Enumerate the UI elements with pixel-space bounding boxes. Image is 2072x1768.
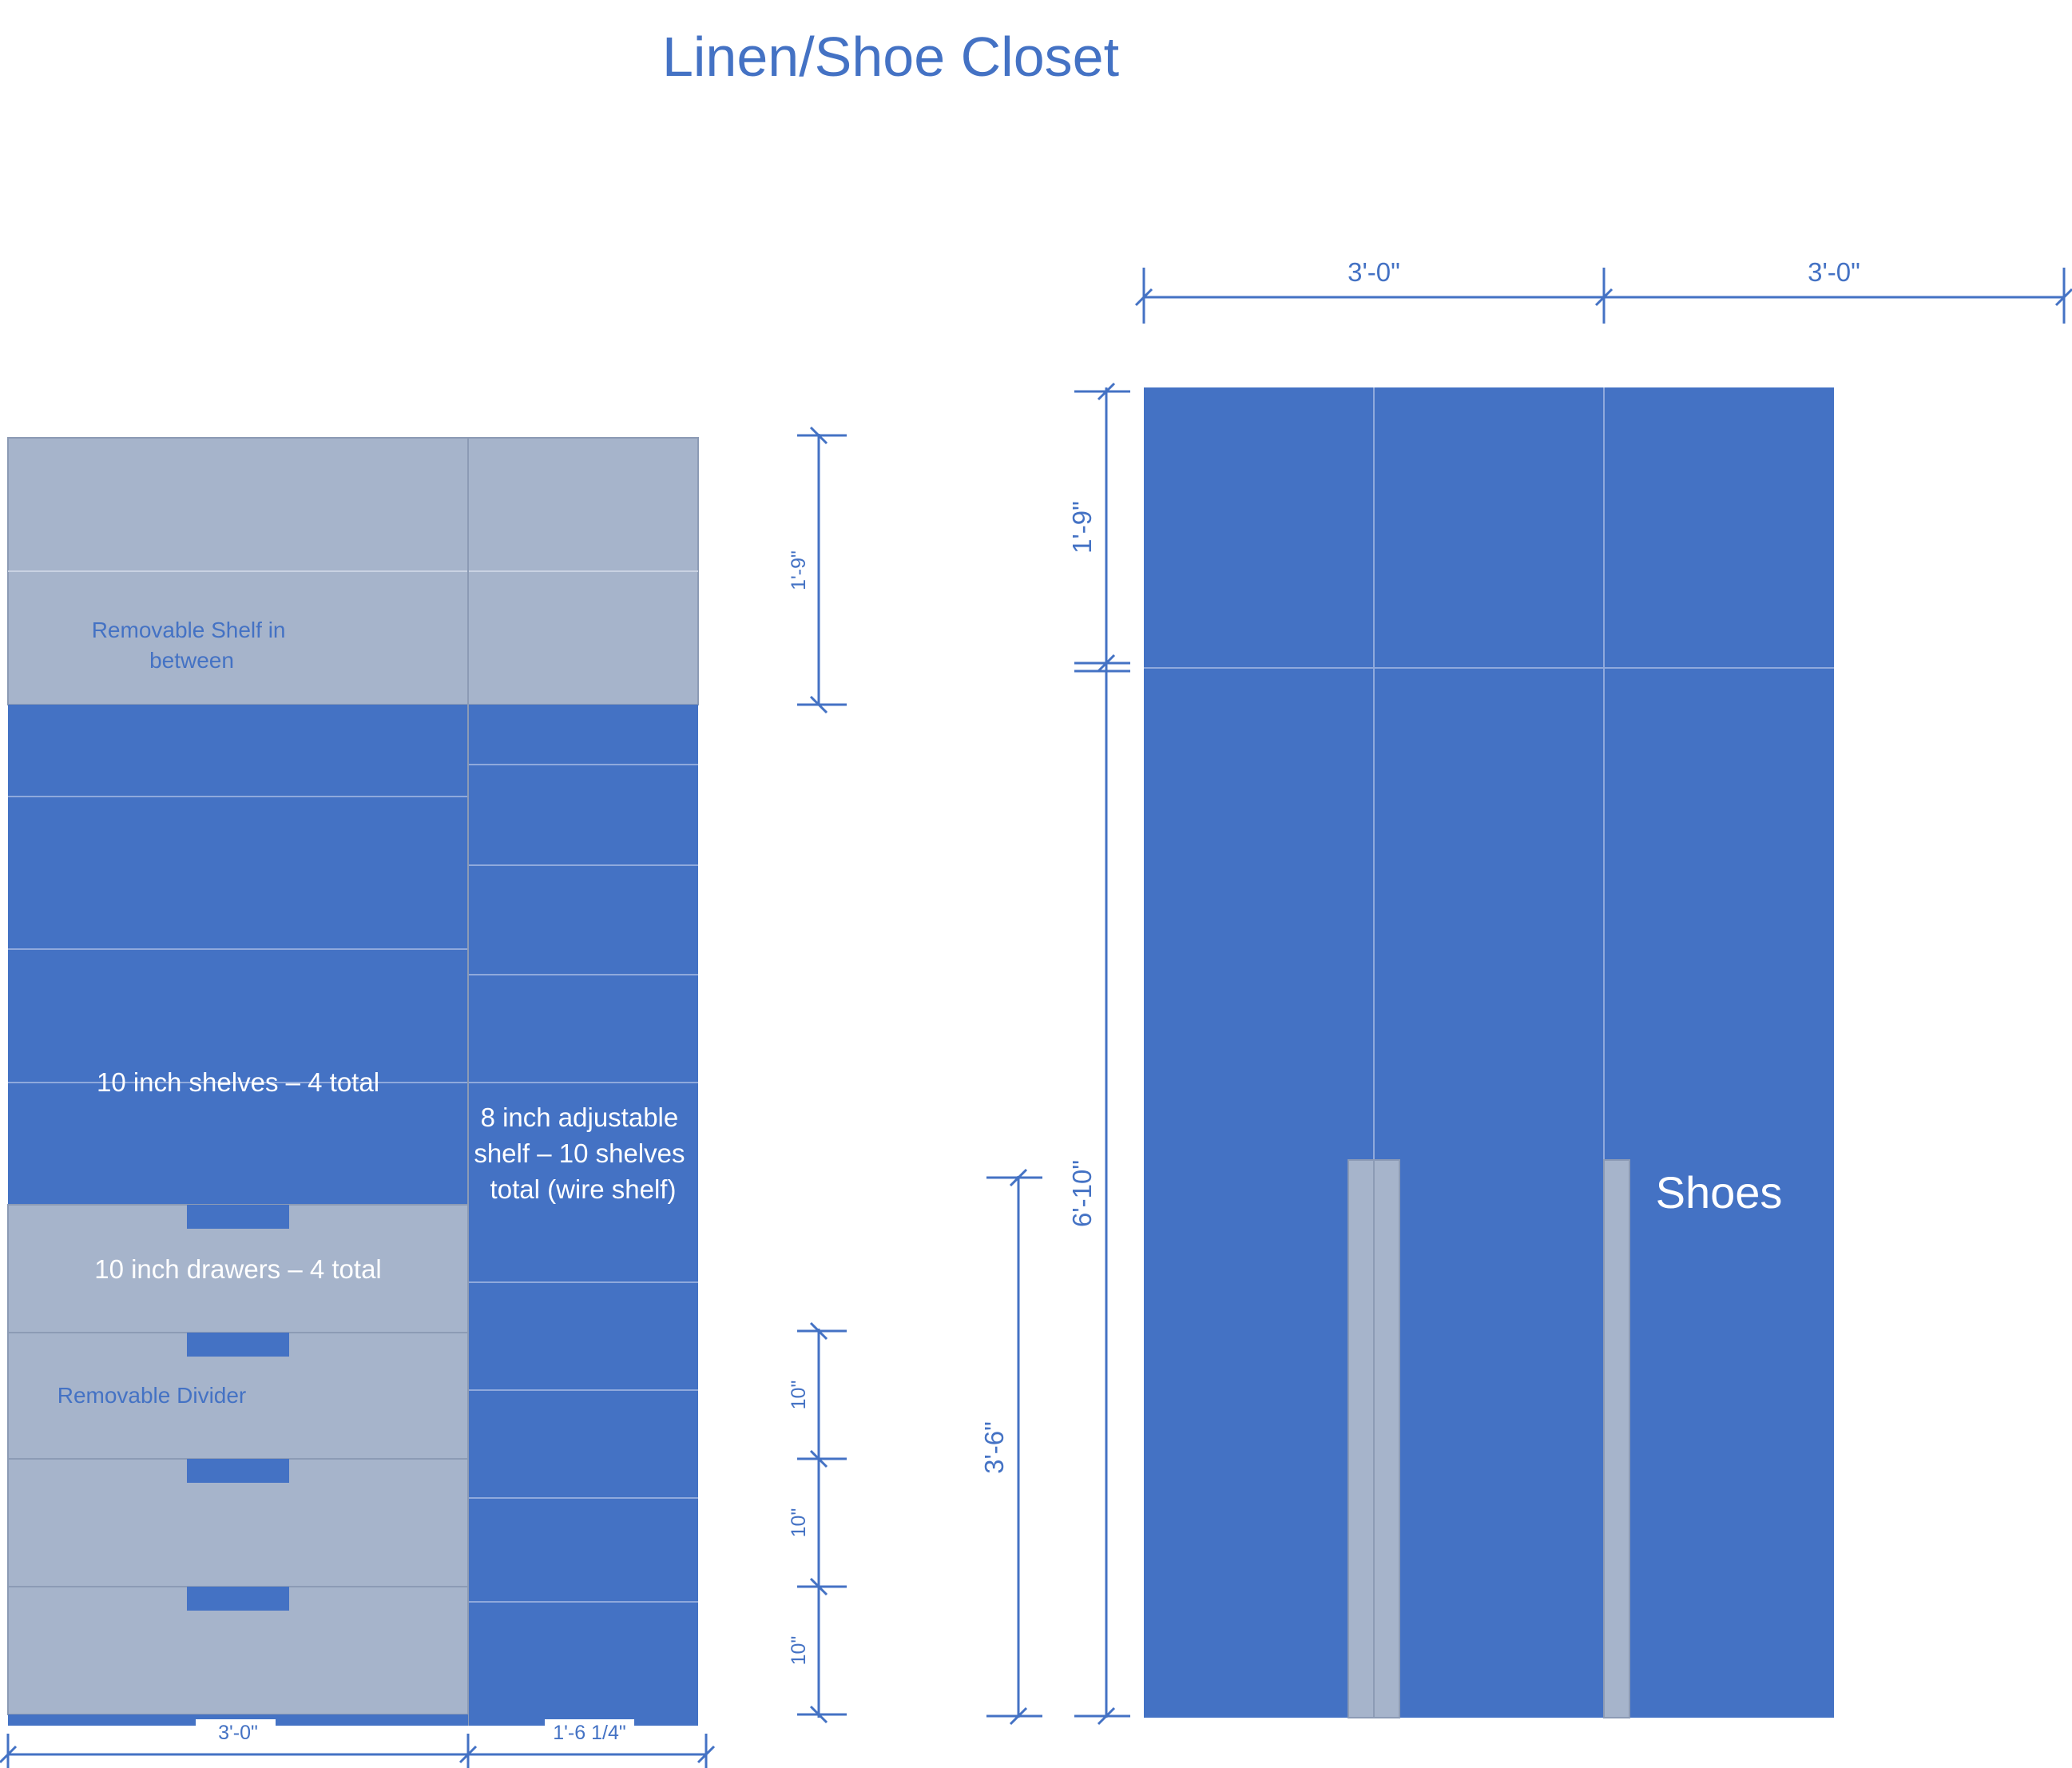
- dim-shoe-height: 3'-6": [979, 1421, 1009, 1474]
- drawer-height-dimensions: [797, 1321, 847, 1724]
- dim-width-panel: 3'-0": [1808, 257, 1860, 287]
- drawer-handle: [187, 1205, 289, 1229]
- dim-drawer-height: 10": [788, 1381, 810, 1410]
- right-height-dimensions: [1074, 382, 1130, 1726]
- shoe-closet-body: [1144, 387, 1834, 1718]
- dim-drawer-height: 10": [788, 1636, 810, 1666]
- shelves-label: 10 inch shelves – 4 total: [97, 1067, 379, 1097]
- removable-shelf-note: Removable Shelf in between: [92, 618, 292, 673]
- adjustable-shelf-section: [468, 705, 698, 1726]
- page-title: Linen/Shoe Closet: [662, 26, 1119, 88]
- drawer-handle: [187, 1333, 289, 1357]
- top-height-dimension: [797, 426, 847, 714]
- dim-top-height: 1'-9": [788, 550, 810, 590]
- adjustable-shelf-label: 8 inch adjustable shelf – 10 shelves tot…: [474, 1103, 692, 1204]
- dim-label-bg: [545, 1719, 634, 1743]
- drawer-handle: [187, 1459, 289, 1483]
- shoe-rack-post: [1348, 1159, 1375, 1718]
- right-width-dimensions: [1134, 268, 2072, 324]
- shoes-label: Shoes: [1656, 1167, 1783, 1218]
- shoe-height-dimension: [986, 1168, 1042, 1726]
- dim-width-left: 3'-0": [218, 1722, 258, 1744]
- shelves-section: [8, 705, 468, 1205]
- dim-upper-height: 1'-9": [1067, 501, 1097, 554]
- right-elevation: Shoes: [1144, 387, 1834, 1718]
- drawers-label: 10 inch drawers – 4 total: [94, 1254, 382, 1284]
- dim-width-right: 1'-6 1/4": [553, 1722, 625, 1744]
- dim-drawer-height: 10": [788, 1508, 810, 1538]
- divider-note: Removable Divider: [58, 1383, 247, 1408]
- shoe-rack-post: [1373, 1159, 1400, 1718]
- shoe-rack-post: [1603, 1159, 1630, 1718]
- left-width-dimensions: [0, 1734, 716, 1768]
- dim-label-bg: [196, 1719, 276, 1743]
- dim-lower-height: 6'-10": [1067, 1160, 1097, 1227]
- drawer-handle: [187, 1587, 289, 1611]
- left-elevation: Removable Shelf in between 10 inch shelv…: [7, 437, 699, 1726]
- dim-width-panel: 3'-0": [1348, 257, 1400, 287]
